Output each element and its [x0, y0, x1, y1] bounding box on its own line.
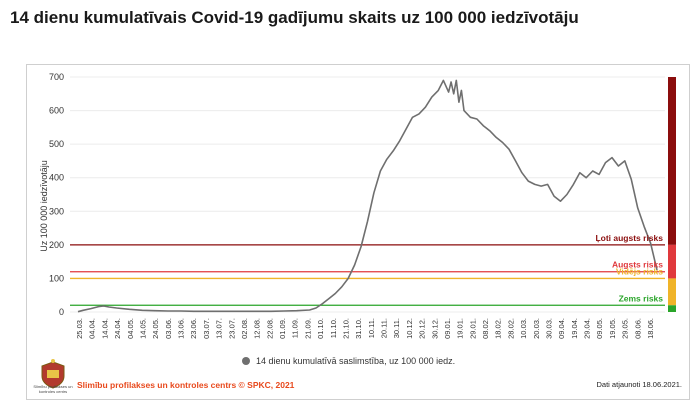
x-tick-label: 04.05. — [126, 318, 135, 339]
risk-lines-layer — [70, 244, 665, 306]
y-tick-label: 300 — [49, 206, 64, 216]
grid-layer — [70, 76, 665, 313]
x-tick-label: 20.11. — [380, 318, 389, 338]
x-tick-label: 23.06. — [189, 318, 198, 339]
x-tick-label: 10.12. — [405, 318, 414, 339]
x-tick-label: 02.08. — [240, 318, 249, 339]
x-tick-label: 10.11. — [367, 318, 376, 338]
y-tick-label: 400 — [49, 173, 64, 183]
risk-label: Ļoti augsts risks — [595, 233, 663, 243]
x-tick-label: 09.01. — [443, 318, 452, 339]
x-tick-label: 12.08. — [253, 318, 262, 339]
x-tick-label: 09.05. — [595, 318, 604, 339]
y-tick-label: 600 — [49, 106, 64, 116]
series-layer — [77, 79, 658, 313]
x-tick-label: 19.04. — [570, 318, 579, 339]
x-tick-label: 14.04. — [100, 318, 109, 339]
x-tick-labels: 25.03. 04.04. 14.04. 24.04. 04.05. 14.05. 24.0… — [75, 318, 655, 339]
risk-band — [668, 278, 676, 306]
x-tick-label: 28.02. — [506, 318, 515, 339]
x-tick-label: 13.07. — [215, 318, 224, 339]
x-tick-label: 24.05. — [151, 318, 160, 339]
logo-text: Slimību profilakses un kontroles centrs — [33, 384, 73, 394]
y-tick-label: 500 — [49, 139, 64, 149]
risk-bar-layer — [668, 77, 676, 312]
x-tick-label: 23.07. — [227, 318, 236, 339]
x-tick-label: 03.06. — [164, 318, 173, 339]
x-tick-label: 08.06. — [633, 318, 642, 339]
x-tick-label: 19.05. — [608, 318, 617, 339]
legend-label: 14 dienu kumulatīvā saslimstība, uz 100 … — [256, 356, 455, 366]
legend-marker — [242, 357, 250, 365]
x-tick-label: 03.07. — [202, 318, 211, 339]
footer-source: Slimību profilakses un kontroles centrs … — [77, 380, 295, 390]
x-tick-label: 04.04. — [88, 318, 97, 339]
x-tick-label: 01.09. — [278, 318, 287, 339]
x-tick-label: 30.03. — [544, 318, 553, 339]
x-tick-label: 10.03. — [519, 318, 528, 339]
coat-of-arms-logo — [41, 359, 65, 389]
x-tick-label: 20.03. — [532, 318, 541, 339]
x-tick-label: 08.02. — [481, 318, 490, 339]
x-tick-label: 25.03. — [75, 318, 84, 339]
y-axis-label: Uz 100 000 iedzīvotāju — [39, 160, 49, 252]
risk-label: Augsts risks — [612, 260, 663, 270]
x-tick-label: 20.12. — [418, 318, 427, 339]
footer-updated: Dati atjaunoti 18.06.2021. — [596, 380, 682, 389]
page-title: 14 dienu kumulatīvais Covid-19 gadījumu … — [10, 8, 579, 27]
risk-band — [668, 77, 676, 245]
chart-frame — [26, 64, 690, 400]
x-tick-label: 31.10. — [354, 318, 363, 339]
risk-band — [668, 305, 676, 312]
x-tick-label: 21.10. — [341, 318, 350, 339]
risk-label: Zems risks — [619, 293, 664, 303]
y-tick-label: 0 — [59, 307, 64, 317]
x-tick-label: 29.05. — [621, 318, 630, 339]
x-tick-label: 11.09. — [291, 318, 300, 338]
y-tick-label: 700 — [49, 72, 64, 82]
y-tick-label: 200 — [49, 240, 64, 250]
risk-band — [668, 244, 676, 279]
x-tick-label: 30.11. — [392, 318, 401, 338]
x-tick-label: 18.02. — [494, 318, 503, 339]
x-tick-label: 24.04. — [113, 318, 122, 339]
x-tick-label: 22.08. — [265, 318, 274, 339]
x-tick-label: 29.01. — [468, 318, 477, 339]
y-tick-labels: 0 100 200 300 400 500 600 700 — [49, 72, 64, 317]
x-tick-label: 18.06. — [646, 318, 655, 339]
y-tick-label: 100 — [49, 273, 64, 283]
legend: 14 dienu kumulatīvā saslimstība, uz 100 … — [242, 356, 455, 366]
x-tick-label: 14.05. — [138, 318, 147, 339]
risk-label: Vidējs risks — [616, 266, 663, 276]
x-tick-label: 19.01. — [456, 318, 465, 339]
x-tick-label: 13.06. — [177, 318, 186, 339]
x-tick-label: 30.12. — [430, 318, 439, 339]
x-tick-label: 21.09. — [303, 318, 312, 339]
series-line — [77, 79, 658, 313]
x-tick-label: 01.10. — [316, 318, 325, 339]
x-tick-label: 09.04. — [557, 318, 566, 339]
x-tick-label: 29.04. — [583, 318, 592, 339]
x-tick-label: 11.10. — [329, 318, 338, 338]
